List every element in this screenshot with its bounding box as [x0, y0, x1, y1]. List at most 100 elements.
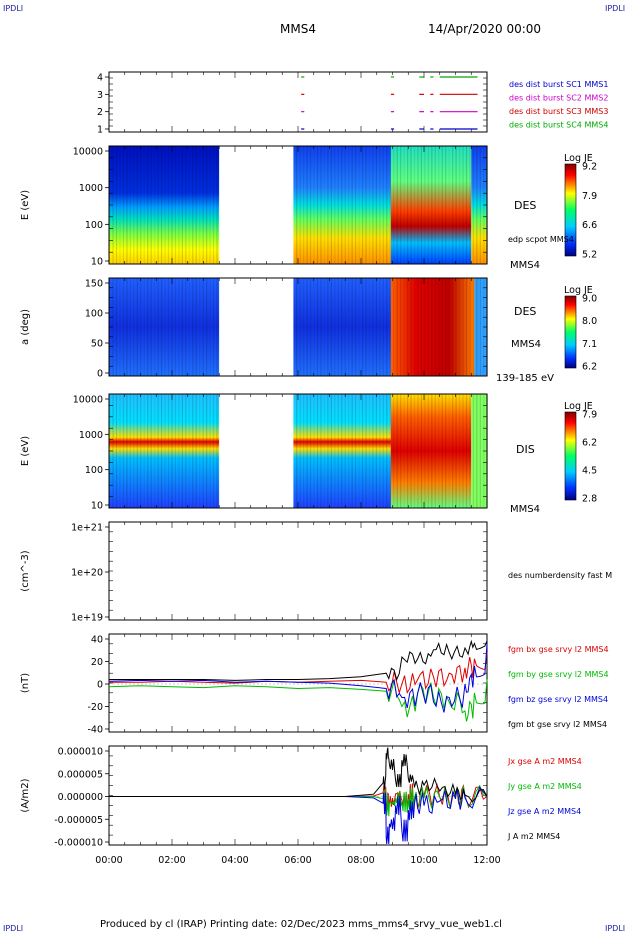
texture-stripe: [140, 278, 142, 376]
texture-stripe: [372, 278, 374, 376]
texture-stripe: [365, 278, 367, 376]
density-legend: des numberdensity fast M: [508, 571, 612, 580]
texture-stripe: [112, 394, 114, 508]
bfield-legend-entry: fgm bx gse srvy l2 MMS4: [508, 645, 609, 654]
current-series-4: [109, 747, 488, 803]
texture-stripe: [195, 394, 197, 508]
texture-stripe: [424, 146, 426, 264]
texture-stripe: [334, 394, 336, 508]
spacecraft-title: MMS4: [280, 22, 316, 36]
texture-stripe: [455, 146, 457, 264]
texture-stripe: [306, 146, 308, 264]
texture-stripe: [472, 394, 475, 508]
texture-stripe: [164, 146, 166, 264]
texture-stripe: [375, 146, 378, 264]
colorbar-des-energy: [564, 163, 577, 257]
colorbar-dis-energy: [564, 411, 577, 501]
dis-energy-y-tick: 10000: [73, 395, 103, 406]
texture-stripe: [434, 394, 436, 508]
texture-stripe: [406, 146, 409, 264]
texture-stripe: [479, 394, 481, 508]
texture-stripe: [188, 278, 190, 376]
heatmap-block: [390, 394, 472, 508]
texture-stripe: [309, 278, 312, 376]
texture-stripe: [452, 146, 454, 264]
texture-stripe: [147, 394, 149, 508]
data-gap: [219, 146, 294, 264]
texture-stripe: [181, 278, 183, 376]
current-legend-entry: Jx gse A m2 MMS4: [507, 757, 582, 766]
des-energy-y-tick: 10: [91, 257, 103, 268]
texture-stripe: [136, 394, 138, 508]
energy-range-label: 139-185 eV: [496, 373, 554, 384]
texture-stripe: [337, 394, 339, 508]
texture-stripe: [129, 394, 131, 508]
texture-stripe: [431, 394, 433, 508]
texture-stripe: [112, 278, 114, 376]
dis-label: DIS: [516, 443, 535, 456]
current-series-3: [109, 786, 488, 845]
texture-stripe: [150, 278, 152, 376]
texture-stripe: [445, 278, 447, 376]
texture-stripe: [379, 394, 381, 508]
heatmap-block: [474, 278, 487, 376]
colorbar-des-energy-tick: 7.9: [582, 191, 597, 202]
texture-stripe: [479, 278, 481, 376]
texture-stripe: [427, 146, 429, 264]
texture-stripe: [199, 146, 201, 264]
texture-stripe: [455, 278, 457, 376]
texture-stripe: [299, 278, 301, 376]
bfield-y-tick: 0: [97, 680, 103, 691]
panel-frame: [108, 71, 488, 133]
texture-stripe: [313, 278, 315, 376]
texture-stripe: [171, 146, 173, 264]
texture-stripe: [147, 278, 149, 376]
colorbar-pitch-tick: 8.0: [582, 316, 597, 327]
texture-stripe: [424, 278, 426, 376]
texture-stripe: [157, 394, 159, 508]
texture-stripe: [441, 146, 443, 264]
texture-stripe: [140, 146, 142, 264]
colorbar-dis-energy-title: Log JE: [564, 401, 593, 412]
panel-frame: [108, 521, 488, 621]
texture-stripe: [417, 278, 419, 376]
texture-stripe: [188, 146, 190, 264]
texture-stripe: [365, 394, 367, 508]
texture-stripe: [431, 146, 433, 264]
current-y-tick: 0.000005: [58, 769, 103, 780]
pitch-y-label: a (deg): [20, 309, 31, 345]
texture-stripe: [199, 394, 201, 508]
texture-stripe: [434, 146, 436, 264]
heatmap-block: [471, 146, 487, 264]
texture-stripe: [296, 394, 298, 508]
texture-stripe: [212, 394, 215, 508]
texture-stripe: [389, 394, 391, 508]
des-label: DES: [514, 199, 536, 212]
heatmap-block: [109, 278, 220, 376]
burst-y-tick: 3: [97, 90, 103, 101]
texture-stripe: [396, 394, 398, 508]
texture-stripe: [320, 278, 322, 376]
texture-stripe: [119, 146, 121, 264]
texture-stripe: [358, 146, 360, 264]
texture-stripe: [167, 278, 170, 376]
texture-stripe: [448, 278, 450, 376]
texture-stripe: [393, 394, 395, 508]
texture-stripe: [129, 278, 131, 376]
x-tick-label: 06:00: [284, 855, 311, 866]
colorbar-pitch-tick: 6.2: [582, 362, 597, 373]
texture-stripe: [133, 278, 135, 376]
texture-stripe: [115, 394, 118, 508]
data-gap: [219, 394, 294, 508]
texture-stripe: [181, 146, 183, 264]
texture-stripe: [320, 394, 322, 508]
texture-stripe: [313, 394, 315, 508]
texture-stripe: [330, 146, 332, 264]
texture-stripe: [458, 394, 461, 508]
texture-stripe: [306, 394, 308, 508]
texture-stripe: [462, 278, 464, 376]
texture-stripe: [434, 278, 436, 376]
bfield-series-4: [109, 639, 488, 682]
texture-stripe: [309, 394, 312, 508]
